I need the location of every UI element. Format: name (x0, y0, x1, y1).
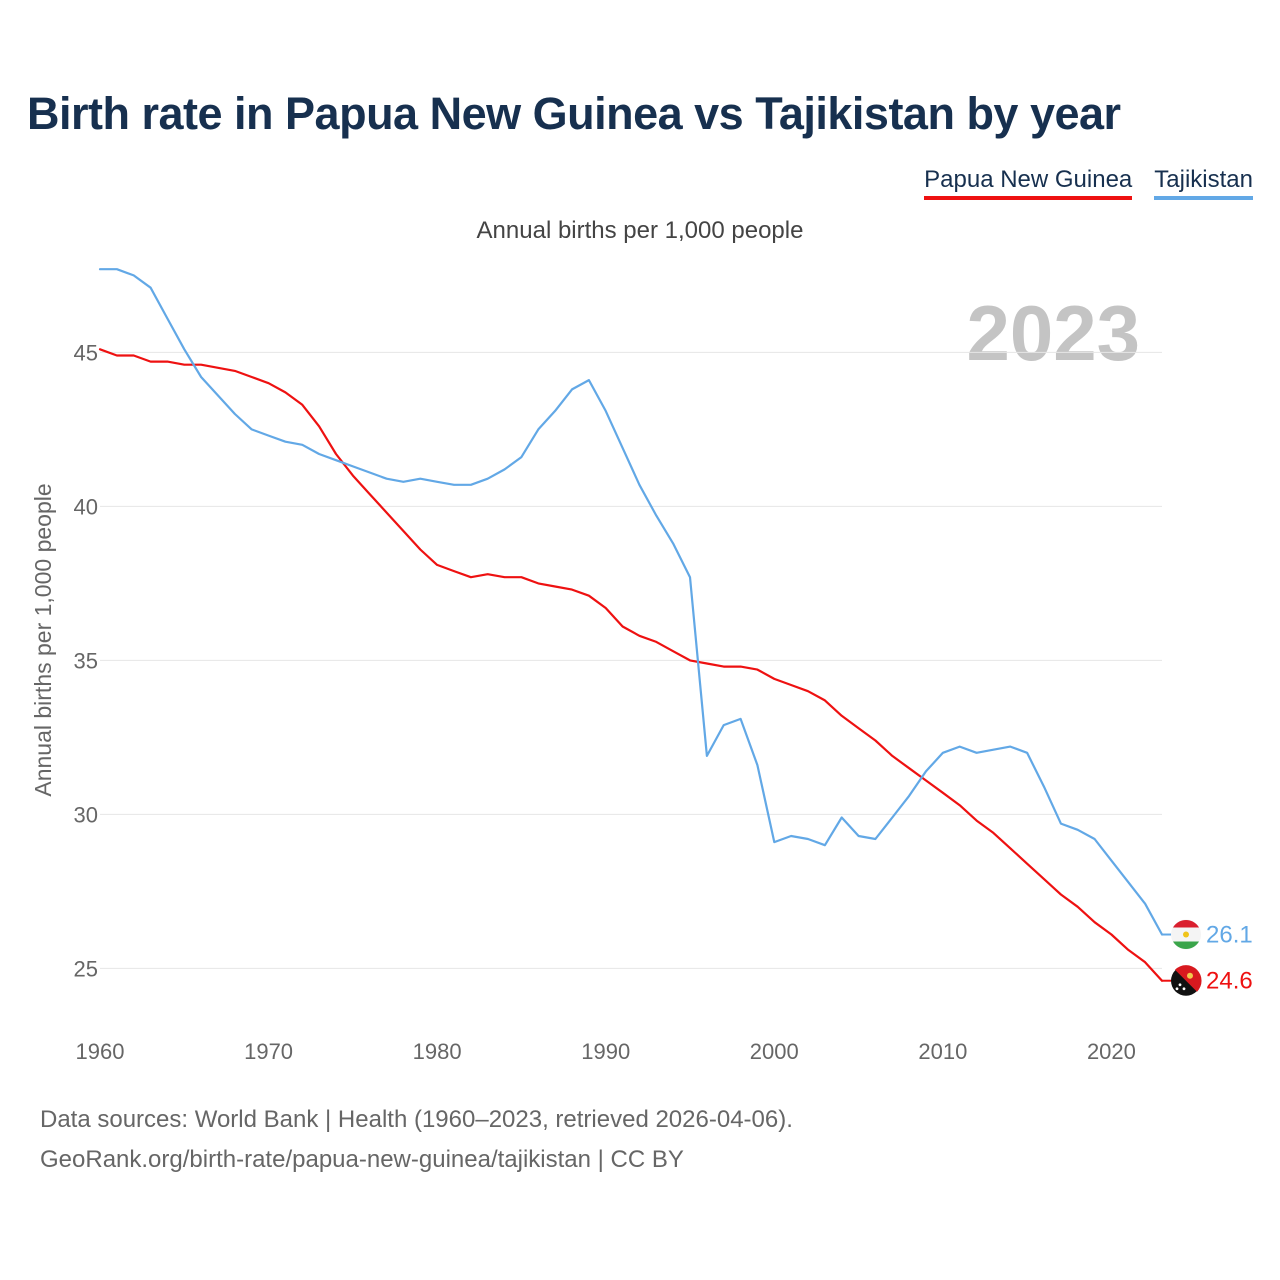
footer-url[interactable]: GeoRank.org/birth-rate/papua-new-guinea/… (40, 1146, 684, 1173)
x-tick-label: 2000 (750, 1039, 799, 1064)
chart-subtitle: Annual births per 1,000 people (476, 217, 804, 244)
legend-item-papua-new-guinea[interactable]: Papua New Guinea (924, 166, 1133, 200)
flag-star (1178, 983, 1182, 987)
x-tick-label: 2010 (918, 1039, 967, 1064)
end-value-label-tajikistan: 26.1 (1206, 922, 1253, 949)
flag-star (1175, 987, 1179, 991)
chart-title: Birth rate in Papua New Guinea vs Tajiki… (27, 88, 1121, 139)
series-line-tajikistan (98, 268, 1164, 936)
footer-source: Data sources: World Bank | Health (1960–… (40, 1106, 793, 1133)
line-chart: 2023 25 30 35 40 45 1960 1970 1980 1990 2000 2010 20… (30, 268, 1253, 1064)
legend: Papua New Guinea Tajikistan (924, 166, 1253, 200)
flag-bird (1187, 972, 1193, 979)
y-tick-label: 30 (74, 802, 98, 827)
x-tick-label: 1960 (76, 1039, 125, 1064)
flag-crown (1183, 931, 1189, 938)
legend-item-tajikistan[interactable]: Tajikistan (1154, 166, 1253, 200)
x-tick-label: 1970 (244, 1039, 293, 1064)
end-value-label-papua-new-guinea: 24.6 (1206, 968, 1253, 995)
series-line-papua-new-guinea (98, 348, 1164, 982)
x-tick-label: 2020 (1087, 1039, 1136, 1064)
y-tick-label: 40 (74, 494, 98, 519)
y-tick-label: 45 (74, 340, 98, 365)
x-tick-label: 1990 (581, 1039, 630, 1064)
flag-stripe-green (1173, 941, 1199, 950)
y-tick-label: 25 (74, 956, 98, 981)
flag-star (1182, 987, 1186, 991)
y-axis-label: Annual births per 1,000 people (30, 483, 56, 796)
flag-stripe-red (1173, 920, 1199, 928)
flag-half-red (1175, 965, 1202, 992)
y-tick-label: 35 (74, 648, 98, 673)
year-watermark: 2023 (966, 289, 1140, 377)
x-tick-label: 1980 (413, 1039, 462, 1064)
